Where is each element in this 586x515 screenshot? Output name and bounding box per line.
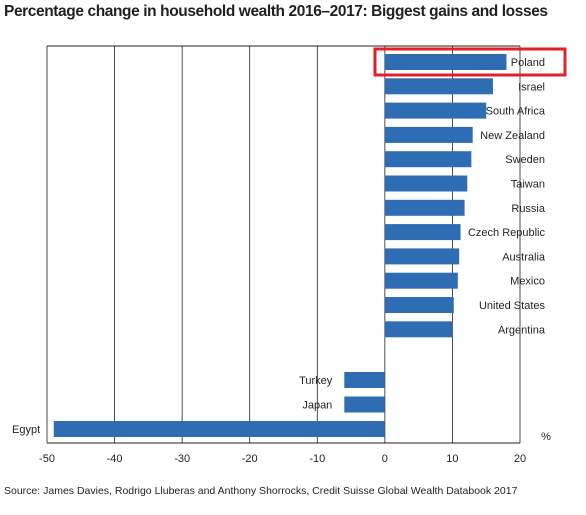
bar-mexico [384, 272, 458, 289]
category-label: Russia [511, 203, 546, 215]
x-tick-label: -30 [174, 453, 190, 465]
bar-israel [384, 78, 493, 95]
category-label: Czech Republic [468, 227, 546, 239]
x-tick-label: 0 [382, 453, 388, 465]
x-tick-label: 10 [446, 453, 458, 465]
bar-czech-republic [384, 224, 461, 241]
category-label: Egypt [12, 424, 40, 436]
x-tick-label: -20 [242, 453, 258, 465]
category-label: Sweden [505, 154, 545, 166]
bar-poland [384, 54, 507, 70]
x-tick-label: 20 [514, 453, 526, 465]
category-label: United States [479, 300, 546, 312]
bar-turkey [344, 372, 385, 388]
category-label: Poland [511, 57, 545, 69]
bar-egypt [53, 421, 385, 437]
category-label: Australia [502, 251, 546, 263]
category-label: Turkey [299, 375, 333, 387]
x-tick-label: -10 [309, 453, 325, 465]
category-label: Argentina [498, 324, 546, 336]
bar-taiwan [384, 175, 468, 192]
category-label: Taiwan [511, 179, 545, 191]
x-tick-label: -40 [107, 453, 123, 465]
bar-japan [344, 396, 385, 413]
category-label: South Africa [486, 106, 546, 118]
category-label: Japan [302, 400, 332, 412]
category-label: New Zealand [480, 130, 545, 142]
unit-label: % [541, 431, 551, 443]
x-axis-ticks: -50 -40 -30 -20 -10 0 10 20 [39, 453, 526, 465]
bar-south-africa [384, 102, 487, 119]
category-label: Israel [518, 81, 545, 93]
category-label: Mexico [510, 276, 545, 288]
x-tick-label: -50 [39, 453, 55, 465]
highlight-box [373, 47, 567, 77]
bar-australia [384, 248, 460, 265]
category-labels: Poland Israel South Africa New Zealand Swede… [12, 57, 546, 436]
bars [53, 54, 507, 437]
bar-sweden [384, 151, 472, 168]
chart-title: Percentage change in household wealth 20… [4, 3, 548, 20]
bar-new-zealand [384, 126, 473, 143]
chart-source: Source: James Davies, Rodrigo Lluberas a… [4, 485, 518, 497]
bar-united-states [384, 297, 454, 313]
bar-russia [384, 199, 465, 216]
bar-argentina [384, 321, 453, 338]
